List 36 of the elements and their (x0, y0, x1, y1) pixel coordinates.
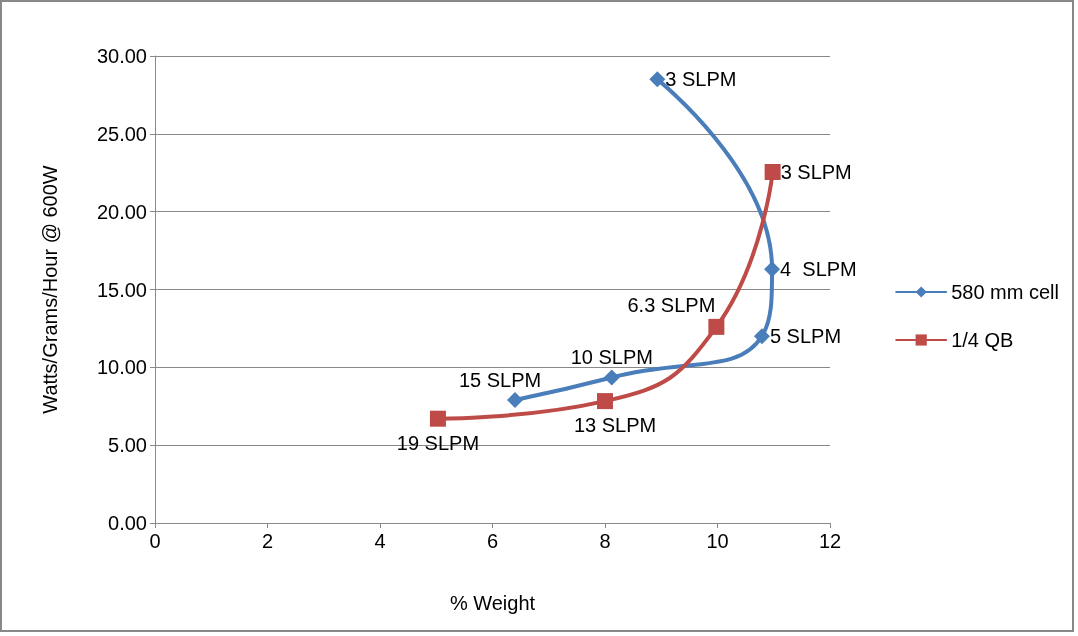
point (603, 369, 620, 386)
y-tick-label: 20.00 (96, 200, 147, 223)
annotation: 19 SLPM (396, 431, 480, 454)
point (507, 392, 523, 409)
annotation: 15 SLPM (458, 369, 542, 392)
point (597, 393, 613, 410)
x-tick-label: 12 (818, 530, 842, 552)
annotation: 13 SLPM (573, 414, 657, 437)
annotation: 3 SLPM (780, 160, 852, 183)
point (753, 328, 770, 345)
x-tick-label: 2 (261, 530, 274, 552)
annotation: 10 SLPM (570, 346, 653, 369)
point (649, 71, 666, 88)
legend-label: 1/4 QB (951, 329, 1014, 351)
x-tick-label: 6 (486, 530, 499, 552)
x-tick-label: 10 (706, 530, 729, 552)
point (764, 261, 781, 278)
annotation: 4 SLPM (780, 258, 857, 281)
y-tick-label: 30.00 (96, 45, 147, 67)
y-tick-label: 25.00 (96, 122, 147, 145)
x-tick-label: 8 (599, 530, 611, 552)
legend-label: 580 mm cell (951, 281, 1059, 303)
point (764, 163, 781, 180)
annotation: 6.3 SLPM (627, 293, 716, 316)
y-tick-label: 0.00 (108, 512, 147, 534)
annotation: 5 SLPM (769, 325, 842, 348)
x-tick-label: 4 (374, 530, 386, 552)
x-axis-title: % Weight (449, 592, 536, 614)
annotation: 3 SLPM (665, 68, 737, 91)
point (708, 318, 725, 335)
y-tick-label: 10.00 (96, 356, 147, 379)
y-tick-label: 5.00 (108, 434, 147, 457)
y-axis-title: Watts/Grams/Hour @ 600W (39, 165, 61, 414)
y-tick-label: 15.00 (96, 278, 147, 301)
point (429, 410, 446, 427)
x-tick-label: 0 (149, 530, 161, 552)
